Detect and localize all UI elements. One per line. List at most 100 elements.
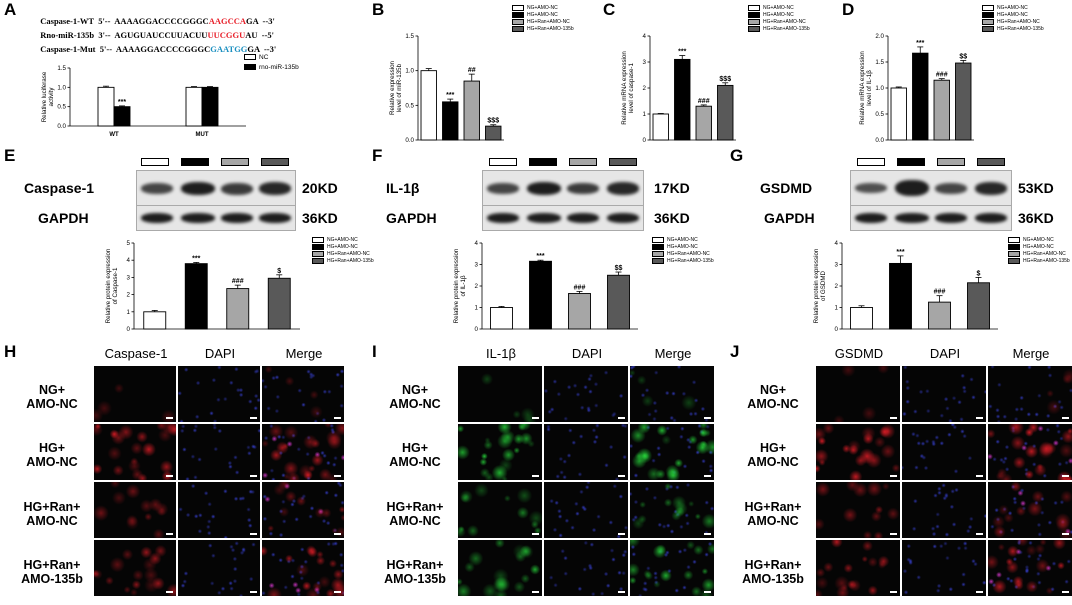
scale-bar <box>618 417 625 419</box>
significance-label: ### <box>232 278 244 285</box>
y-axis-label: Relative protein expression <box>453 248 460 323</box>
cond-line: AMO-NC <box>747 514 799 528</box>
legend-item: NG+AMO-NC <box>763 4 794 11</box>
y-axis-label: Relative luciferase <box>41 71 48 122</box>
band <box>141 183 173 194</box>
fluorescence-image <box>262 424 344 480</box>
y-tick-label: 1.0 <box>875 85 884 92</box>
significance-label: *** <box>118 99 126 106</box>
seq-mir-name: Rno-miR-135b <box>40 30 95 40</box>
legend-swatch <box>512 11 524 18</box>
significance-label: $$$ <box>719 76 731 83</box>
if-h-cond-3: HG+Ran+ AMO-NC <box>10 500 94 528</box>
bar <box>420 70 437 141</box>
significance-label: *** <box>896 249 904 256</box>
legend-item: HG+AMO-NC <box>667 243 698 250</box>
bar <box>226 288 250 330</box>
cond-line: AMO-NC <box>747 455 799 469</box>
y-tick-label: 0.0 <box>875 137 884 144</box>
if-i-channel-1: IL-1β <box>486 346 516 361</box>
fluorescence-image <box>816 424 900 480</box>
cond-line: HG+ <box>759 441 787 455</box>
legend-item: HG+AMO-NC <box>327 243 358 250</box>
y-tick-label: 4 <box>643 33 647 40</box>
fluorescence-image <box>178 424 260 480</box>
fluorescence-image <box>816 482 900 538</box>
legend-item: HG+AMO-NC <box>763 11 794 18</box>
seq-mut-highlight: GAATGG <box>210 44 248 54</box>
panel-label-c: C <box>603 0 616 19</box>
cond-line: HG+Ran+ <box>23 558 81 572</box>
scale-bar <box>1062 417 1069 419</box>
y-tick-label: 0 <box>475 326 479 333</box>
y-axis-label: level of IL-1β <box>866 70 873 106</box>
legend-swatch <box>652 250 664 257</box>
fluorescence-image <box>544 482 628 538</box>
significance-label: $ <box>277 268 281 275</box>
scale-bar <box>890 475 897 477</box>
legend-item: NG+AMO-NC <box>1023 236 1054 243</box>
scale-bar <box>704 533 711 535</box>
seq-mut-tail: GA <box>247 44 260 54</box>
panel-label-a: A <box>4 0 17 19</box>
seq-mut-name: Caspase-1-Mut <box>40 44 96 54</box>
if-j-channel-2: DAPI <box>929 346 961 361</box>
fluorescence-image <box>544 366 628 422</box>
legend-item: HG+Ran+AMO-NC <box>327 250 370 257</box>
bar <box>967 282 990 330</box>
fluorescence-image <box>262 482 344 538</box>
seq-wt-tail: GA <box>246 16 259 26</box>
legend-item: HG+Ran+AMO-135b <box>327 258 374 265</box>
legend-g: NG+AMO-NC HG+AMO-NC HG+Ran+AMO-NC HG+Ran… <box>1008 236 1070 265</box>
y-tick-label: 1.0 <box>405 68 414 75</box>
y-tick-label: 1.0 <box>57 84 66 91</box>
wb-e-ref-label: GAPDH <box>38 210 89 226</box>
fluorescence-image <box>262 366 344 422</box>
significance-label: *** <box>678 49 686 56</box>
lane-key-hg <box>897 158 925 166</box>
y-tick-label: 5 <box>127 240 131 247</box>
bar <box>143 311 167 330</box>
legend-b: NG+AMO-NC HG+AMO-NC HG+Ran+AMO-NC HG+Ran… <box>512 4 574 33</box>
legend-item: HG+Ran+AMO-NC <box>997 18 1040 25</box>
lane-key-ng <box>489 158 517 166</box>
legend-swatch-nc <box>244 54 256 60</box>
wb-f-target-blot <box>482 170 644 206</box>
wb-g-ref-label: GAPDH <box>764 210 815 226</box>
scale-bar <box>166 475 173 477</box>
band <box>567 213 599 223</box>
fluorescence-image <box>902 424 986 480</box>
x-tick-label: WT <box>109 132 119 138</box>
panel-label-i: I <box>372 342 377 361</box>
legend-item: NG+AMO-NC <box>667 236 698 243</box>
legend-swatch <box>652 243 664 250</box>
significance-label: ### <box>698 98 710 105</box>
cond-line: AMO-NC <box>26 514 78 528</box>
band <box>181 182 215 195</box>
legend-d: NG+AMO-NC HG+AMO-NC HG+Ran+AMO-NC HG+Ran… <box>982 4 1044 33</box>
significance-label: $$ <box>615 265 623 272</box>
band <box>221 213 253 223</box>
lane-key-ran-nc <box>937 158 965 166</box>
bar <box>463 80 480 141</box>
y-tick-label: 3 <box>835 262 839 269</box>
y-tick-label: 0.5 <box>875 111 884 118</box>
significance-label: *** <box>536 253 544 260</box>
fluorescence-image <box>630 540 714 596</box>
band <box>527 182 561 195</box>
legend-swatch <box>982 11 994 18</box>
wb-g-ref-blot <box>850 205 1012 231</box>
band <box>975 182 1007 195</box>
bar <box>529 260 552 330</box>
fluorescence-image <box>178 540 260 596</box>
fluorescence-image <box>902 366 986 422</box>
bar <box>652 113 669 141</box>
if-h-cond-2: HG+ AMO-NC <box>10 441 94 469</box>
legend-swatch <box>312 243 324 250</box>
y-tick-label: 2 <box>127 292 131 299</box>
fluorescence-image <box>816 540 900 596</box>
y-tick-label: 2 <box>835 283 839 290</box>
legend-swatch <box>982 18 994 25</box>
wb-e-ref-mw: 36KD <box>302 210 338 226</box>
legend-swatch-mir <box>244 64 256 70</box>
